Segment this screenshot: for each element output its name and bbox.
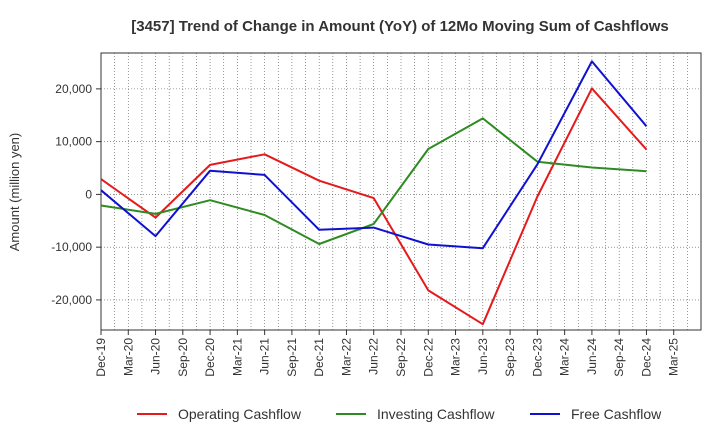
x-tick-label: Mar-20 bbox=[121, 338, 135, 376]
grid-lines bbox=[100, 53, 702, 330]
chart-title: [3457] Trend of Change in Amount (YoY) o… bbox=[131, 18, 669, 35]
legend: Operating Cashflow Investing Cashflow Free… bbox=[137, 406, 662, 422]
x-tick-label: Jun-22 bbox=[367, 338, 381, 375]
x-tick-label: Mar-22 bbox=[339, 338, 353, 376]
x-tick-label: Dec-19 bbox=[94, 338, 108, 377]
x-tick-label: Dec-23 bbox=[530, 338, 544, 377]
y-axis: -20,000 -10,000 0 10,000 20,000 bbox=[51, 82, 101, 307]
x-tick-label: Jun-23 bbox=[476, 338, 490, 375]
x-tick-label: Jun-21 bbox=[258, 338, 272, 375]
x-tick-label: Sep-21 bbox=[285, 338, 299, 377]
legend-label-free-cashflow: Free Cashflow bbox=[571, 406, 662, 422]
x-tick-label: Jun-24 bbox=[585, 338, 599, 375]
x-tick-label: Sep-20 bbox=[176, 338, 190, 377]
x-tick-label: Dec-24 bbox=[639, 338, 653, 377]
y-tick-label: 10,000 bbox=[55, 135, 92, 149]
x-tick-label: Mar-25 bbox=[667, 338, 681, 376]
y-tick-label: 20,000 bbox=[55, 82, 92, 96]
x-tick-label: Dec-20 bbox=[203, 338, 217, 377]
legend-label-investing-cashflow: Investing Cashflow bbox=[377, 406, 495, 422]
series-line-operating-cashflow bbox=[100, 87, 648, 326]
y-tick-label: -20,000 bbox=[51, 293, 92, 307]
x-tick-label: Sep-22 bbox=[394, 338, 408, 377]
y-tick-label: -10,000 bbox=[51, 240, 92, 254]
x-tick-label: Jun-20 bbox=[149, 338, 163, 375]
x-tick-label: Dec-22 bbox=[421, 338, 435, 377]
legend-label-operating-cashflow: Operating Cashflow bbox=[178, 406, 302, 422]
x-axis: Dec-19 Mar-20 Jun-20 Sep-20 Dec-20 Mar-21 Jun-… bbox=[94, 330, 681, 377]
x-tick-label: Mar-24 bbox=[558, 338, 572, 376]
x-tick-label: Dec-21 bbox=[312, 338, 326, 377]
y-tick-label: 0 bbox=[85, 187, 92, 201]
x-tick-label: Sep-24 bbox=[612, 338, 626, 377]
y-axis-label: Amount (million yen) bbox=[7, 133, 22, 252]
series-line-investing-cashflow bbox=[100, 117, 647, 245]
series-layer bbox=[100, 60, 648, 326]
x-tick-label: Sep-23 bbox=[503, 338, 517, 377]
x-tick-label: Mar-21 bbox=[230, 338, 244, 376]
series-line-free-cashflow bbox=[100, 60, 648, 250]
x-tick-label: Mar-23 bbox=[449, 338, 463, 376]
